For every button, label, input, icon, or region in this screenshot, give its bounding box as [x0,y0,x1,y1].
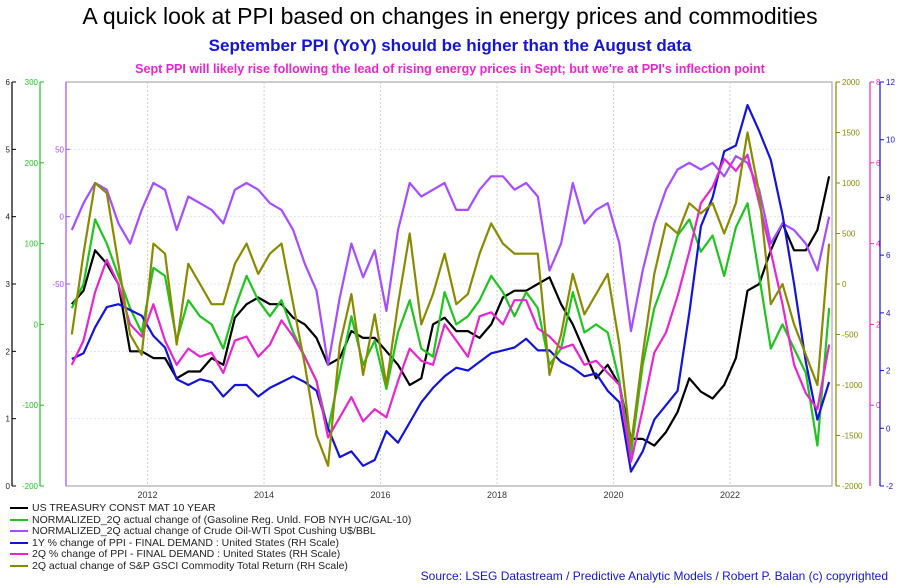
ppi1y-tick-label: 2 [886,367,891,376]
legend-entry: 1Y % change of PPI - FINAL DEMAND : Unit… [10,536,411,550]
gasoline-tick-label: 0 [34,320,39,329]
x-tick-label: 2018 [487,490,507,500]
legend-entry: US TREASURY CONST MAT 10 YEAR [10,502,411,515]
series-line-3 [71,103,831,473]
x-tick-label: 2014 [254,490,274,500]
gasoline-tick-label: 200 [25,159,39,168]
x-tick-label: 2020 [604,490,624,500]
legend-entry: 2Q actual change of S&P GSCI Commodity T… [10,559,411,573]
source-note: Source: LSEG Datastream / Predictive Ana… [420,569,888,583]
legend-swatch [10,564,28,567]
gsci-tick-label: 1000 [842,179,860,188]
series-line-2 [70,155,831,366]
gsci-tick-label: 500 [842,230,856,239]
ppi2q-tick-label: 4 [876,240,881,249]
ppi2q-tick-label: 6 [876,159,881,168]
ppi1y-tick-label: 4 [886,309,891,318]
ppi1y-tick-label: 10 [886,136,895,145]
treasury-tick-label: 4 [6,213,11,222]
treasury-tick-label: 1 [6,415,11,424]
ppi1y-tick-label: 6 [886,251,891,260]
series-line-5 [70,131,831,467]
crude-tick-label: 0 [60,213,65,222]
x-tick-label: 2012 [138,490,158,500]
gasoline-tick-label: -200 [22,482,39,491]
gsci-tick-label: -1500 [842,432,863,441]
treasury-tick-label: 0 [6,482,11,491]
chart-subtitle: September PPI (YoY) should be higher tha… [208,36,692,55]
chart-title: A quick look at PPI based on changes in … [82,3,818,29]
ppi1y-tick-label: 12 [886,78,895,87]
legend-swatch [10,507,28,510]
ppi1y-tick-label: 0 [886,424,891,433]
legend-label: 2Q % change of PPI - FINAL DEMAND : Unit… [32,548,341,560]
gasoline-tick-label: 300 [25,78,39,87]
treasury-tick-label: 5 [6,145,11,154]
series-line-1 [70,202,831,455]
ppi1y-tick-label: -2 [886,482,894,491]
legend-swatch [10,553,28,556]
legend-swatch [10,518,28,521]
gsci-tick-label: -1000 [842,381,863,390]
ppi2q-tick-label: 8 [876,78,881,87]
legend: US TREASURY CONST MAT 10 YEAR NORMALIZED_… [10,502,412,573]
legend-entry: 2Q % change of PPI - FINAL DEMAND : Unit… [10,548,411,561]
legend-entry: NORMALIZED_2Q actual change of Crude Oil… [10,525,411,538]
ppi2q-tick-label: 2 [876,320,881,329]
x-tick-label: 2016 [371,490,391,500]
legend-entry: NORMALIZED_2Q actual change of (Gasoline… [10,513,412,527]
treasury-tick-label: 6 [6,78,11,87]
legend-label: NORMALIZED_2Q actual change of Crude Oil… [32,525,376,537]
plot-frame [65,81,833,487]
legend-label: 2Q actual change of S&P GSCI Commodity T… [32,559,348,572]
gasoline-tick-label: 100 [25,240,39,249]
ppi1y-tick-label: 8 [886,193,891,202]
legend-swatch [10,530,28,533]
gsci-tick-label: -2000 [842,482,863,491]
treasury-tick-label: 3 [6,280,11,289]
gsci-tick-label: -500 [842,331,859,340]
ppi2q-tick-label: 0 [876,401,881,410]
legend-label: 1Y % change of PPI - FINAL DEMAND : Unit… [32,536,339,549]
legend-swatch [10,541,28,544]
series-line-0 [70,176,831,447]
gsci-tick-label: 0 [842,280,847,289]
series-line-4 [70,153,831,463]
treasury-tick-label: 2 [6,347,11,356]
crude-tick-label: 50 [55,145,64,154]
crude-tick-label: -50 [52,280,64,289]
legend-label: NORMALIZED_2Q actual change of (Gasoline… [32,513,412,526]
gsci-tick-label: 1500 [842,129,860,138]
legend-label: US TREASURY CONST MAT 10 YEAR [32,502,216,514]
x-tick-label: 2022 [720,490,740,500]
gasoline-tick-label: -100 [22,401,39,410]
chart-annotation: Sept PPI will likely rise following the … [135,62,765,76]
gsci-tick-label: 2000 [842,78,860,87]
